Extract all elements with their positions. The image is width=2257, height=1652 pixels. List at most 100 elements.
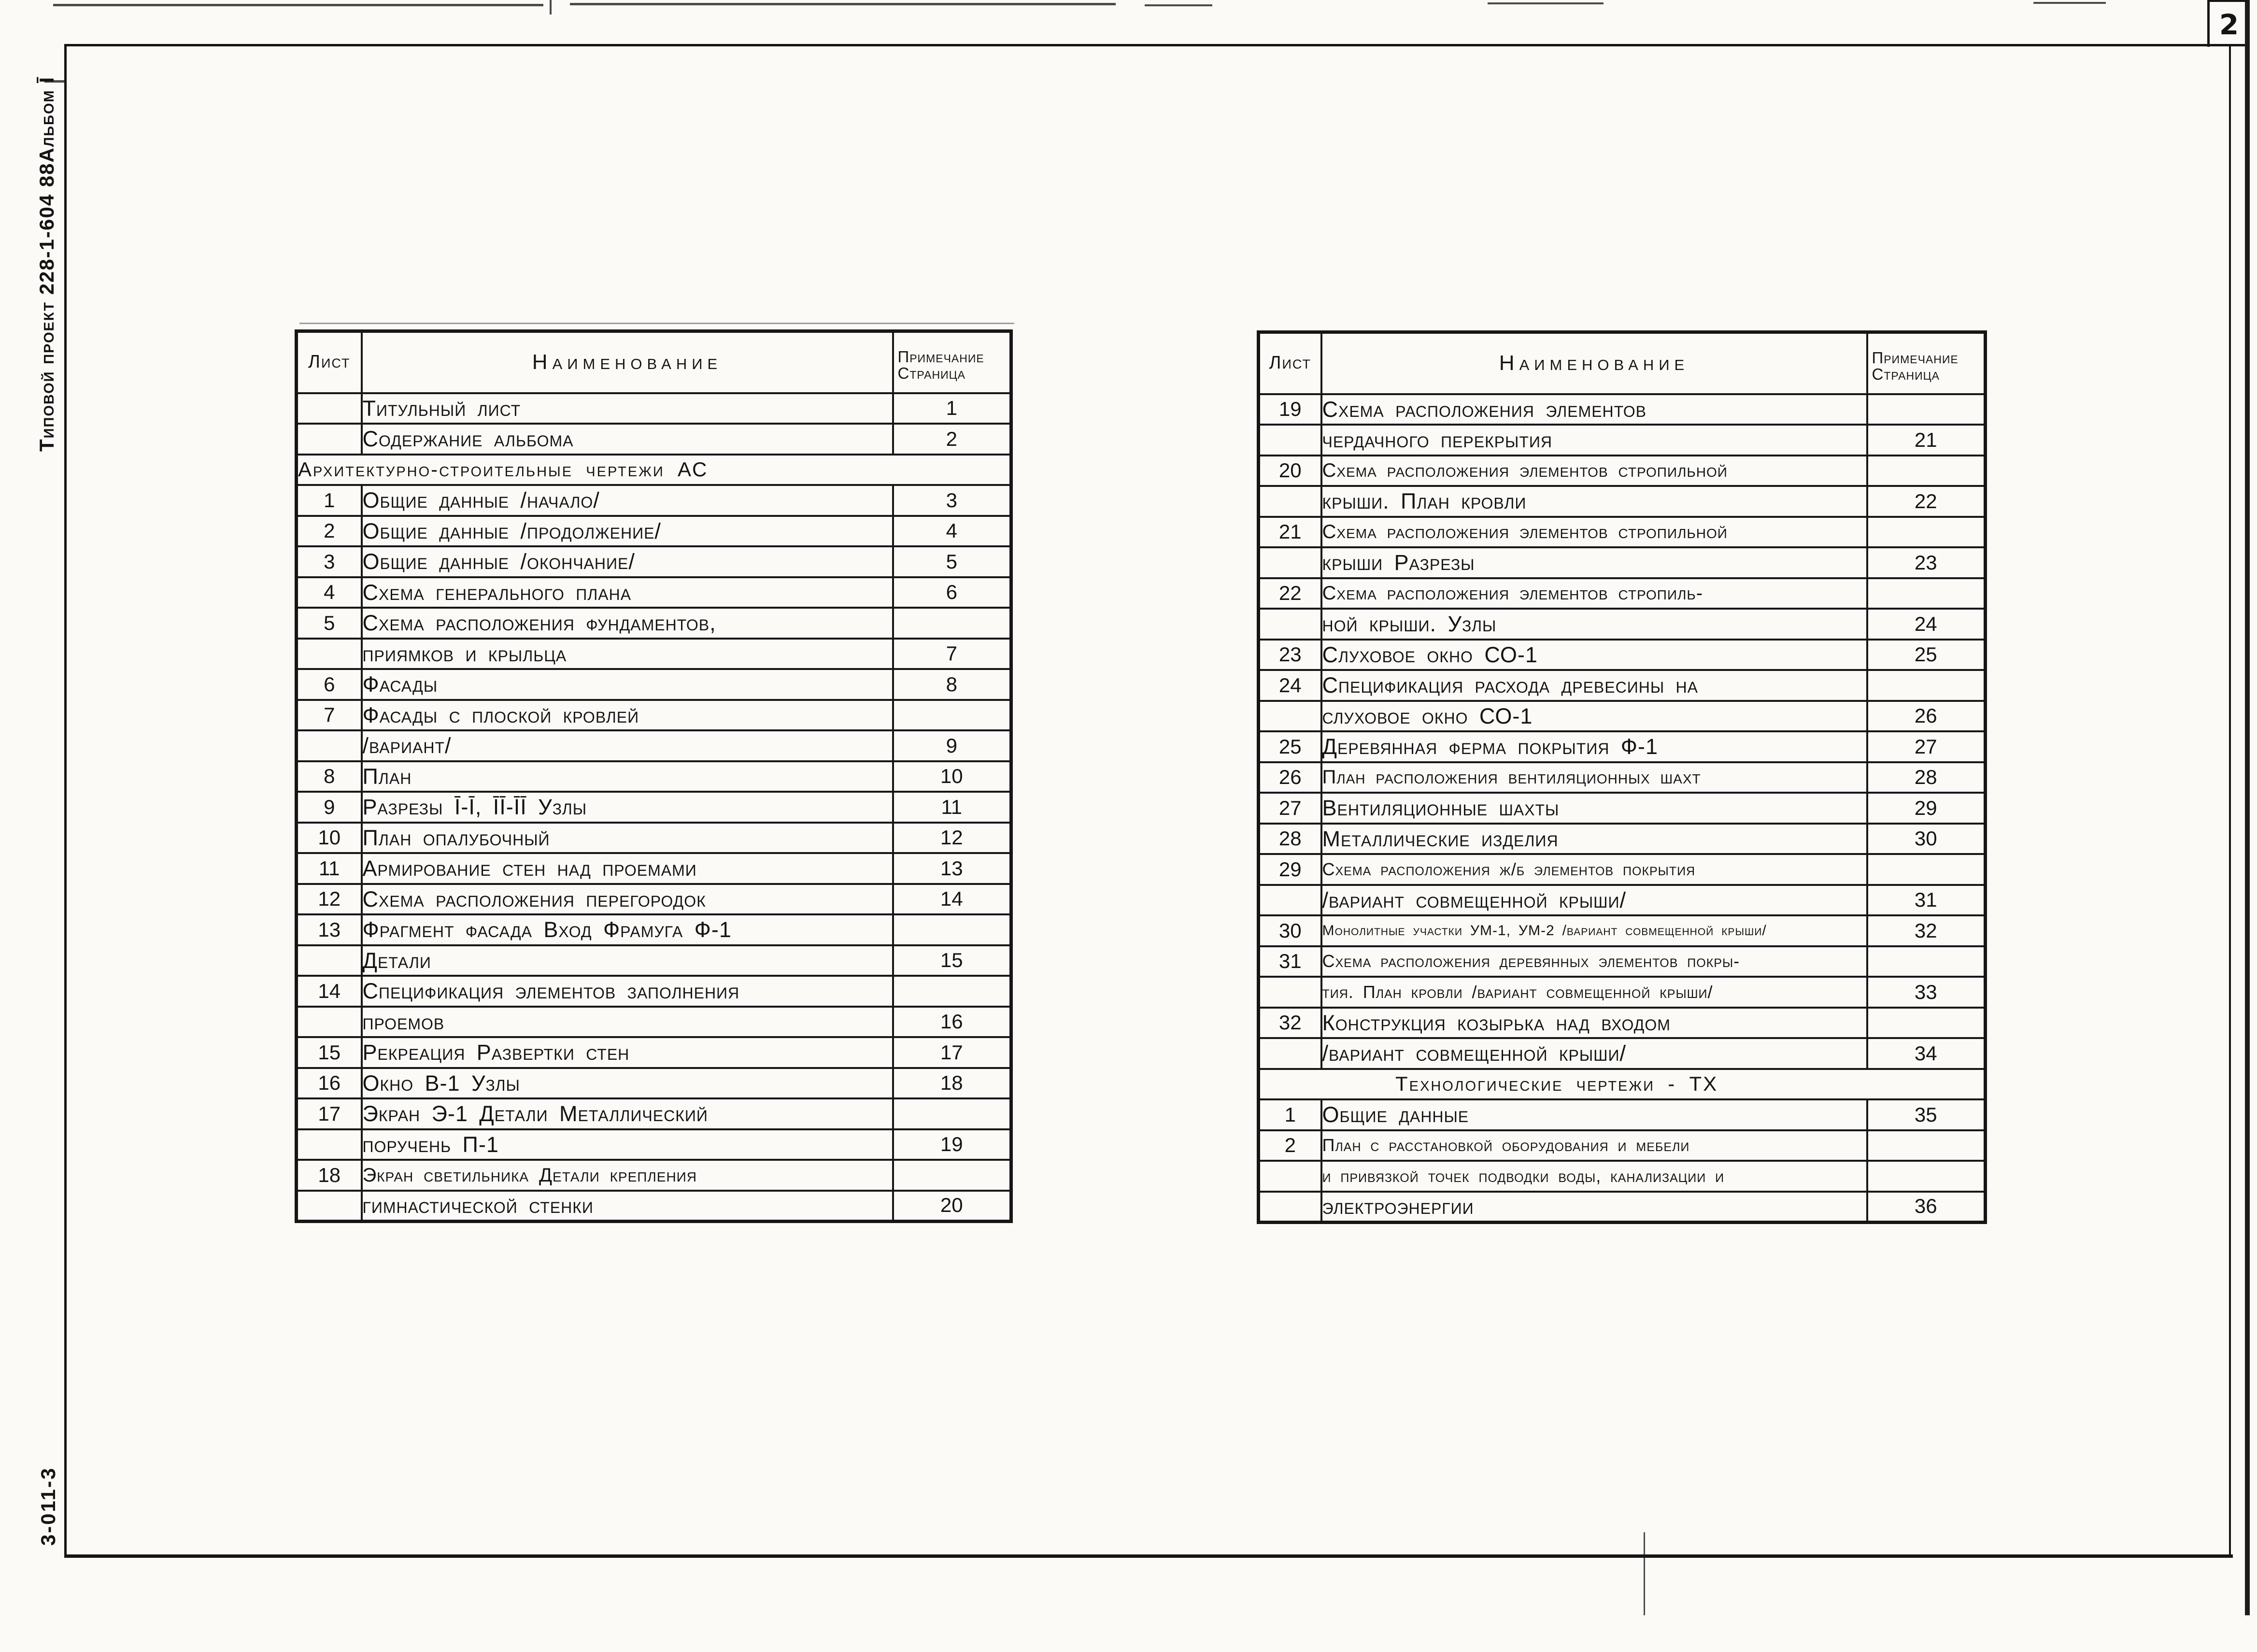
table-row: 24 Спецификация расхода древесины на	[1257, 669, 1987, 702]
frame-bottom-border	[64, 1554, 2233, 1558]
page-number-cell: 3	[892, 484, 1012, 517]
column-header-note-line1: Примечание	[1872, 348, 1959, 367]
sheet-number-cell	[295, 1128, 363, 1161]
name-cell: План	[360, 760, 894, 793]
table-row: тия. План кровли /вариант совмещенной кр…	[1257, 976, 1987, 1009]
frame-top-border	[65, 44, 2246, 46]
page-number-cell: 8	[892, 668, 1012, 701]
name-cell: Конструкция козырька над входом	[1320, 1006, 1868, 1039]
table-row: и привязкой точек подводки воды, канализ…	[1257, 1160, 1987, 1193]
page-number-cell	[1866, 577, 1987, 610]
sheet-number-cell: 11	[295, 852, 363, 885]
table-row: 12 Схема расположения перегородок 14	[295, 883, 1012, 915]
table-row: чердачного перекрытия 21	[1257, 424, 1987, 456]
sheet-number-cell	[1257, 485, 1322, 518]
sheet-number-cell: 1	[1257, 1098, 1322, 1131]
sheet-number-cell	[1257, 1037, 1322, 1070]
table-row: 20 Схема расположения элементов стропильн…	[1257, 454, 1987, 487]
stamp-code-label: 3-011-3	[37, 1467, 59, 1546]
table-row: 22 Схема расположения элементов стропиль-	[1257, 577, 1987, 610]
sheet-number-cell: 20	[1257, 454, 1322, 487]
name-cell: Схема расположения деревянных элементов …	[1320, 945, 1868, 978]
name-cell: приямков и крыльца	[360, 637, 894, 670]
name-cell: Экран светильника Детали крепления	[360, 1159, 894, 1192]
column-header-sheet: Лист	[295, 330, 363, 394]
sheet-number-cell: 2	[295, 514, 363, 547]
table-row: поручень П-1 19	[295, 1128, 1012, 1161]
page-number-cell	[1866, 454, 1987, 487]
scanned-document-page: { "page": { "number": "2" }, "margin": {…	[35, 0, 2250, 1615]
table-row: 5 Схема расположения фундаментов,	[295, 607, 1012, 640]
sheet-number-cell: 18	[295, 1159, 363, 1192]
name-cell: Схема генерального плана	[360, 576, 894, 609]
page-number-cell: 9	[892, 729, 1012, 762]
page-number-cell: 10	[892, 760, 1012, 793]
section-row: Архитектурно-строительные чертежи АС	[295, 453, 1012, 486]
name-cell: Общие данные /начало/	[360, 484, 894, 517]
table-row: 18 Экран светильника Детали крепления	[295, 1159, 1012, 1192]
sheet-number-cell: 32	[1257, 1006, 1322, 1039]
page-number-cell: 6	[892, 576, 1012, 609]
sheet-number-cell	[295, 1189, 363, 1222]
scan-edge-artifact	[53, 4, 543, 6]
page-number-cell	[892, 698, 1012, 731]
name-cell: Фасады с плоской кровлей	[360, 698, 894, 731]
name-cell: Содержание альбома	[360, 423, 894, 456]
sheet-number-cell: 7	[295, 698, 363, 731]
header-row: Лист Наименование Примечание Страница	[295, 330, 1012, 394]
table-row: 17 Экран Э-1 Детали Металлический	[295, 1097, 1012, 1130]
sheet-number-cell: 23	[1257, 638, 1322, 671]
sheet-number-cell: 27	[1257, 792, 1322, 825]
name-cell: Схема расположения элементов	[1320, 393, 1868, 426]
table-row: электроэнергии 36	[1257, 1190, 1987, 1223]
sheet-number-cell: 22	[1257, 577, 1322, 610]
sheet-number-cell: 26	[1257, 761, 1322, 794]
name-cell: Слуховое окно СО-1	[1320, 638, 1868, 671]
margin-stamp-label: 3-011-3	[29, 1467, 68, 1652]
table-row: 26 План расположения вентиляционных шахт 2…	[1257, 761, 1987, 794]
page-number-cell: 19	[892, 1128, 1012, 1161]
name-cell: Общие данные /окончание/	[360, 545, 894, 578]
section-row: Технологические чертежи - ТХ	[1257, 1068, 1987, 1100]
sheet-number-cell	[1257, 608, 1322, 641]
table-row: крыши Разрезы 23	[1257, 546, 1987, 579]
page-number-cell	[892, 1159, 1012, 1192]
sheet-number-cell: 30	[1257, 914, 1322, 947]
page-number-cell: 20	[892, 1189, 1012, 1222]
page-number-cell: 13	[892, 852, 1012, 885]
table-row: 27 Вентиляционные шахты 29	[1257, 792, 1987, 825]
section-title: Технологические чертежи - ТХ	[1257, 1068, 1987, 1100]
name-cell: Армирование стен над проемами	[360, 852, 894, 885]
name-cell: Вентиляционные шахты	[1320, 792, 1868, 825]
table-row: 3 Общие данные /окончание/5	[295, 545, 1012, 578]
table-row: 8 План 10	[295, 760, 1012, 793]
sheet-number-cell: 19	[1257, 393, 1322, 426]
sheet-number-cell: 16	[295, 1067, 363, 1099]
table-row: ной крыши. Узлы 24	[1257, 608, 1987, 641]
table-row: 19 Схема расположения элементов	[1257, 393, 1987, 426]
page-number-cell: 31	[1866, 883, 1987, 916]
sheet-number-cell: 13	[295, 913, 363, 946]
column-header-note-line2: Страница	[1872, 365, 1940, 384]
table-row: слуховое окно СО-1 26	[1257, 699, 1987, 732]
column-header-name: Наименование	[360, 330, 894, 394]
page-number-cell: 11	[892, 791, 1012, 824]
table-row: 14 Спецификация элементов заполнения	[295, 975, 1012, 1008]
contents-table-left: Лист Наименование Примечание Страница Ти…	[295, 329, 1013, 1223]
page-number-cell: 34	[1866, 1037, 1987, 1070]
page-number-cell: 14	[892, 883, 1012, 915]
column-header-sheet: Лист	[1257, 331, 1322, 395]
page-number-cell: 15	[892, 944, 1012, 977]
sheet-number-cell: 24	[1257, 669, 1322, 702]
table-row: гимнастической стенки 20	[295, 1189, 1012, 1222]
sheet-number-cell: 6	[295, 668, 363, 701]
sheet-number-cell	[1257, 699, 1322, 732]
name-cell: Разрезы Ī-Ī, ĪĪ-ĪĪ Узлы	[360, 791, 894, 824]
name-cell: проемов	[360, 1005, 894, 1038]
table-row: 9 Разрезы Ī-Ī, ĪĪ-ĪĪ Узлы 11	[295, 791, 1012, 824]
name-cell: Общие данные	[1320, 1098, 1868, 1131]
page-number: 2	[2219, 8, 2239, 41]
table-row: Детали 15	[295, 944, 1012, 977]
table-row: 25 Деревянная ферма покрытия Ф-1 27	[1257, 730, 1987, 763]
page-number-cell: 17	[892, 1036, 1012, 1069]
